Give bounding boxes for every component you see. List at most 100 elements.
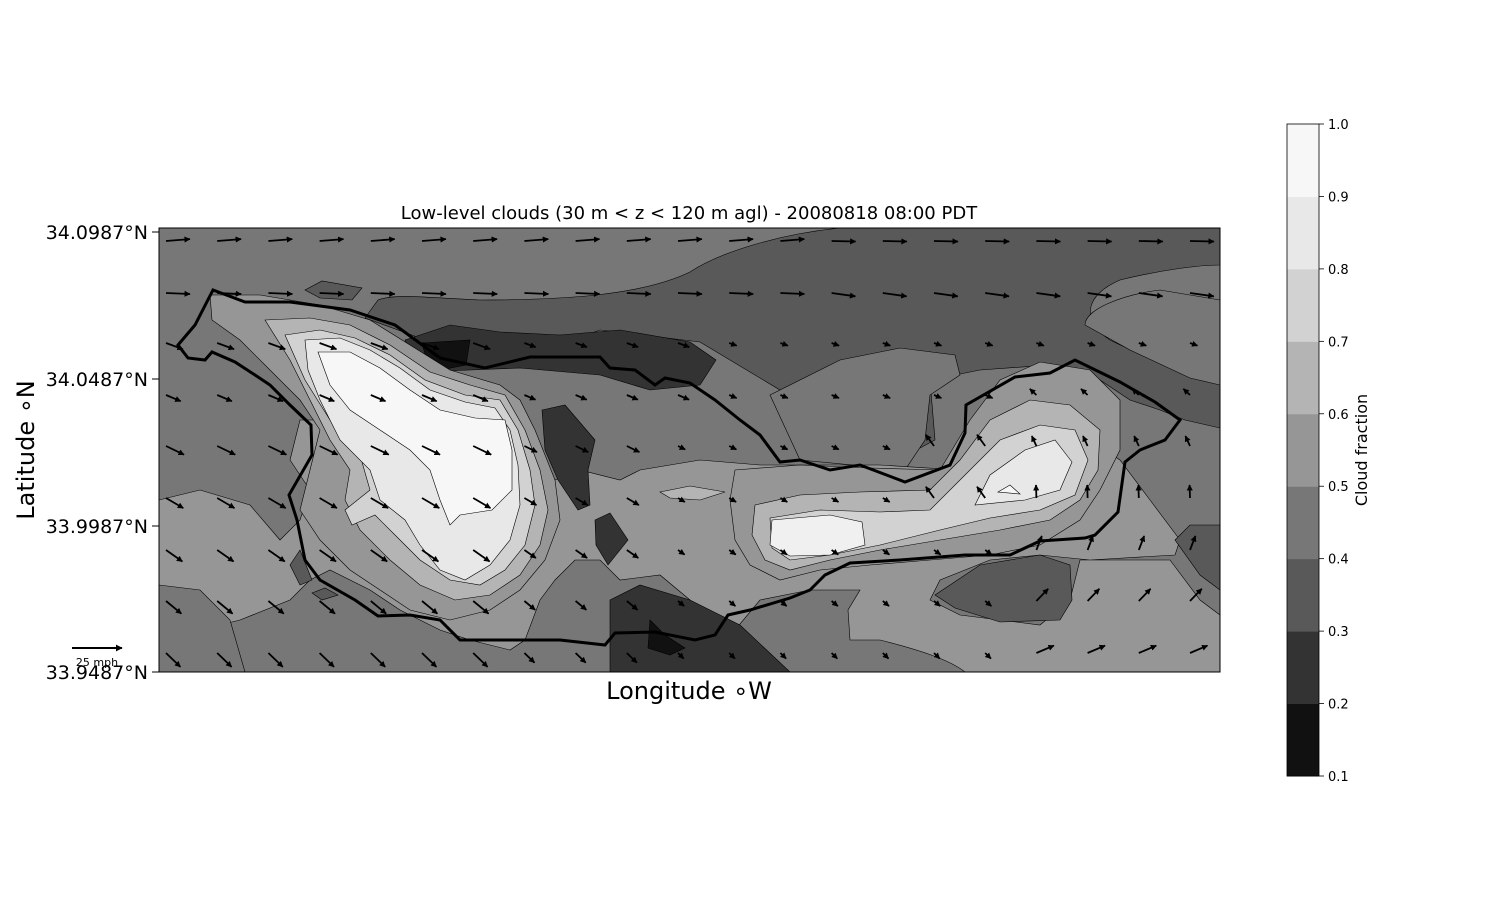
wind-vector <box>472 394 489 403</box>
wind-vector <box>472 497 492 509</box>
wind-vector <box>575 600 587 611</box>
wind-vector <box>1138 588 1152 602</box>
colorbar-tick-label: 0.1 <box>1328 770 1349 785</box>
colorbar-swatch <box>1287 341 1319 415</box>
wind-vector <box>1189 644 1209 654</box>
wind-vector <box>780 340 789 347</box>
wind-vector <box>677 548 686 556</box>
contour-band-0.3-0.4-sw2 <box>311 587 339 601</box>
wind-vector <box>216 342 235 351</box>
wind-vector <box>524 445 538 453</box>
colorbar-frame <box>1286 123 1320 777</box>
wind-vector <box>575 549 588 559</box>
wind-vector <box>677 342 690 349</box>
coastline <box>176 288 1183 647</box>
wind-vector <box>523 600 536 611</box>
colorbar-swatch <box>1287 196 1319 270</box>
wind-vector <box>1182 388 1191 396</box>
plot-area <box>159 228 1220 672</box>
wind-vector <box>523 497 538 506</box>
wind-vector <box>626 497 640 506</box>
contour-band-0.9-1.0-west <box>317 351 513 526</box>
wind-vector <box>1087 292 1113 299</box>
wind-vector <box>984 548 993 556</box>
wind-vector <box>1137 535 1146 551</box>
wind-vector <box>370 445 390 456</box>
wind-vector <box>984 600 992 607</box>
colorbar-tick-label: 1.0 <box>1328 118 1349 133</box>
y-tick-label: 34.0487°N <box>46 369 148 391</box>
wind-vector <box>626 600 639 611</box>
wind-vector <box>729 236 754 243</box>
wind-vector <box>472 445 492 456</box>
wind-vector <box>779 652 787 660</box>
wind-vector <box>472 600 490 615</box>
wind-vector <box>831 496 840 503</box>
wind-vector <box>677 496 686 503</box>
wind-vector <box>165 290 191 297</box>
wind-vector <box>370 652 386 668</box>
wind-vector <box>933 238 959 245</box>
wind-vector <box>831 548 839 556</box>
colorbar-tick-label: 0.8 <box>1328 263 1349 278</box>
wind-vector <box>1035 535 1043 551</box>
wind-vector <box>882 292 908 299</box>
wind-vector <box>1036 340 1045 347</box>
wind-vector <box>728 548 737 556</box>
wind-vector <box>728 652 736 660</box>
colorbar-swatch <box>1287 631 1319 705</box>
wind-vector <box>882 652 890 660</box>
wind-vector <box>523 549 537 559</box>
wind-vector <box>780 236 805 243</box>
wind-vector <box>729 290 754 297</box>
colorbar-tick-label: 0.6 <box>1328 408 1349 423</box>
wind-vector <box>421 445 441 456</box>
wind-vector <box>728 340 738 347</box>
wind-vector <box>1087 238 1113 245</box>
wind-vector <box>319 445 339 456</box>
x-axis-label: Longitude ∘W <box>606 677 772 705</box>
wind-vector <box>1138 238 1164 245</box>
wind-vector <box>319 497 338 509</box>
wind-vector <box>976 434 986 447</box>
contour-band-0.2-0.3-b <box>594 512 629 566</box>
wind-vector <box>780 444 789 451</box>
wind-vector <box>268 290 294 297</box>
wind-vector <box>728 393 738 399</box>
wind-vector <box>574 652 587 664</box>
wind-vector <box>421 600 438 615</box>
wind-vector <box>473 290 498 297</box>
wind-vector <box>976 486 986 499</box>
wind-vector <box>216 652 233 668</box>
wind-vector <box>728 600 736 607</box>
wind-vector <box>1087 340 1096 347</box>
wind-vector <box>882 548 890 556</box>
wind-vectors <box>165 236 1215 668</box>
wind-vector <box>677 394 690 401</box>
wind-vector <box>319 342 338 351</box>
colorbar-swatch <box>1287 124 1319 197</box>
quiver-key-label: 25 mph <box>76 656 118 669</box>
wind-vector <box>1184 435 1191 447</box>
wind-vector <box>882 238 908 245</box>
contour-band-0.3-0.4-nw <box>304 280 363 301</box>
wind-vector <box>319 549 337 563</box>
wind-vector <box>472 549 491 563</box>
wind-vector <box>165 342 184 351</box>
wind-vector <box>370 290 396 297</box>
wind-vector <box>165 394 182 403</box>
wind-vector <box>319 236 345 243</box>
wind-vector <box>831 393 840 399</box>
wind-vector <box>831 340 840 347</box>
wind-vector <box>626 445 640 453</box>
chart-title: Low-level clouds (30 m < z < 120 m agl) … <box>401 203 978 224</box>
wind-vector <box>370 497 389 509</box>
colorbar: 0.1 0.2 0.3 0.4 0.5 0.6 0.7 0.8 0.9 1.0 <box>1286 118 1349 785</box>
wind-vector <box>217 290 242 297</box>
wind-vector <box>985 292 1010 299</box>
colorbar-swatch <box>1287 486 1319 560</box>
wind-vector <box>1138 340 1147 347</box>
wind-vector <box>523 652 536 664</box>
wind-vector <box>925 486 935 499</box>
colorbar-tick-label: 0.2 <box>1328 698 1349 713</box>
